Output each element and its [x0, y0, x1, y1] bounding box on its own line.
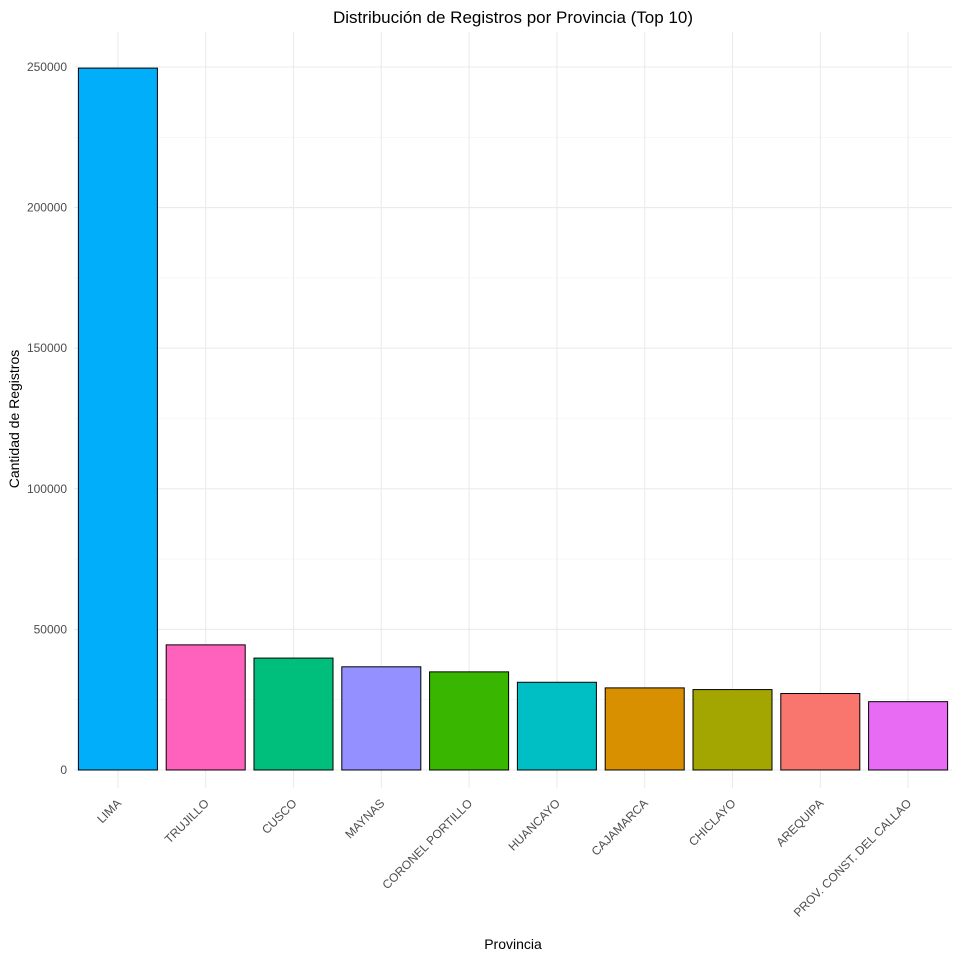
chart-title: Distribución de Registros por Provincia … [333, 8, 693, 27]
y-tick-label: 200000 [27, 201, 67, 215]
x-tick-label: CUSCO [259, 796, 300, 837]
y-tick-label: 50000 [34, 622, 68, 636]
bars [77, 67, 949, 771]
x-tick-label: MAYNAS [342, 796, 387, 841]
y-axis-title: Cantidad de Registros [6, 350, 22, 489]
bar-chiclayo [692, 689, 773, 771]
bar-arequipa [780, 693, 861, 771]
x-tick-label: AREQUIPA [773, 796, 826, 849]
bar-huancayo [516, 681, 597, 771]
x-tick-label: CHICLAYO [686, 796, 739, 849]
bar-trujillo [165, 644, 246, 771]
bar-cusco [253, 657, 334, 771]
bar-lima [77, 67, 158, 771]
y-tick-label: 100000 [27, 482, 67, 496]
y-tick-label: 0 [60, 763, 67, 777]
x-axis-title: Provincia [484, 936, 542, 952]
y-axis-ticks: 0 50000 100000 150000 200000 250000 [27, 60, 67, 777]
x-tick-label: HUANCAYO [506, 796, 563, 853]
bar-coronel-portillo [429, 671, 510, 771]
y-tick-label: 250000 [27, 60, 67, 74]
y-tick-label: 150000 [27, 341, 67, 355]
bar-maynas [341, 666, 422, 771]
bar-cajamarca [604, 687, 685, 771]
x-tick-label: LIMA [94, 796, 124, 826]
bar-prov-const-del-callao [868, 701, 949, 771]
x-tick-label: CAJAMARCA [589, 796, 651, 858]
x-tick-label: CORONEL PORTILLO [379, 796, 475, 892]
x-tick-label: TRUJILLO [162, 796, 212, 846]
